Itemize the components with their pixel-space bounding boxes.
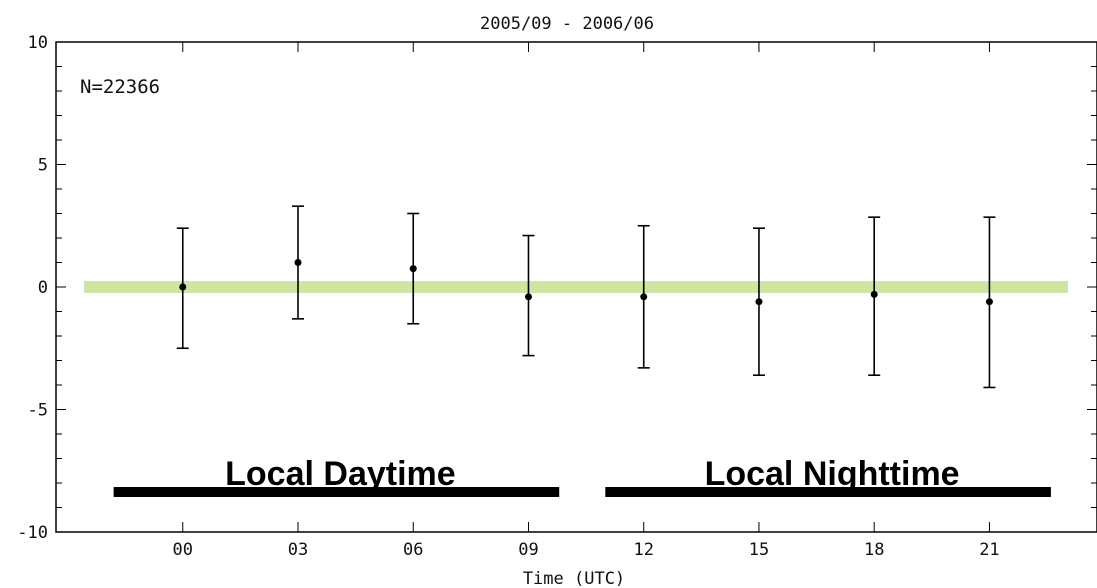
x-tick-label: 18 xyxy=(864,540,884,560)
x-tick-label: 12 xyxy=(633,540,653,560)
error-bars xyxy=(176,205,996,389)
data-point xyxy=(640,293,648,301)
x-tick-label: 09 xyxy=(518,540,538,560)
y-tick-label: 10 xyxy=(28,33,48,53)
data-point xyxy=(985,298,993,306)
error-bar xyxy=(983,216,996,389)
data-point xyxy=(409,265,417,273)
data-point xyxy=(870,290,878,298)
error-bar xyxy=(176,227,189,350)
error-bar xyxy=(752,227,765,377)
x-tick-label: 15 xyxy=(749,540,769,560)
data-point xyxy=(524,293,532,301)
time-bands: Local Daytime Local Nighttime xyxy=(113,455,1051,497)
band-label: Local Nighttime xyxy=(705,455,960,493)
chart-title: 2005/09 - 2006/06 xyxy=(480,14,654,34)
axis-ticks: -10 -5 0 5 10 00 03 06 09 12 15 18 21 xyxy=(17,33,1097,560)
error-bar xyxy=(407,212,420,325)
error-bar xyxy=(522,234,535,357)
x-tick-label: 06 xyxy=(403,540,423,560)
y-tick-label: 0 xyxy=(38,278,48,298)
error-bar xyxy=(868,216,881,377)
error-bar xyxy=(637,224,650,369)
sample-count-label: N=22366 xyxy=(80,76,160,98)
y-tick-label: -10 xyxy=(17,523,48,543)
y-tick-label: -5 xyxy=(28,401,48,421)
x-tick-label: 21 xyxy=(979,540,999,560)
data-point xyxy=(294,259,302,266)
x-axis-label: Time (UTC) xyxy=(523,569,625,588)
x-tick-label: 03 xyxy=(288,540,308,560)
x-tick-label: 00 xyxy=(173,540,193,560)
error-bar xyxy=(292,205,305,320)
data-point xyxy=(179,283,187,291)
data-point xyxy=(755,298,763,306)
band-label: Local Daytime xyxy=(225,455,456,493)
y-tick-label: 5 xyxy=(38,156,48,176)
